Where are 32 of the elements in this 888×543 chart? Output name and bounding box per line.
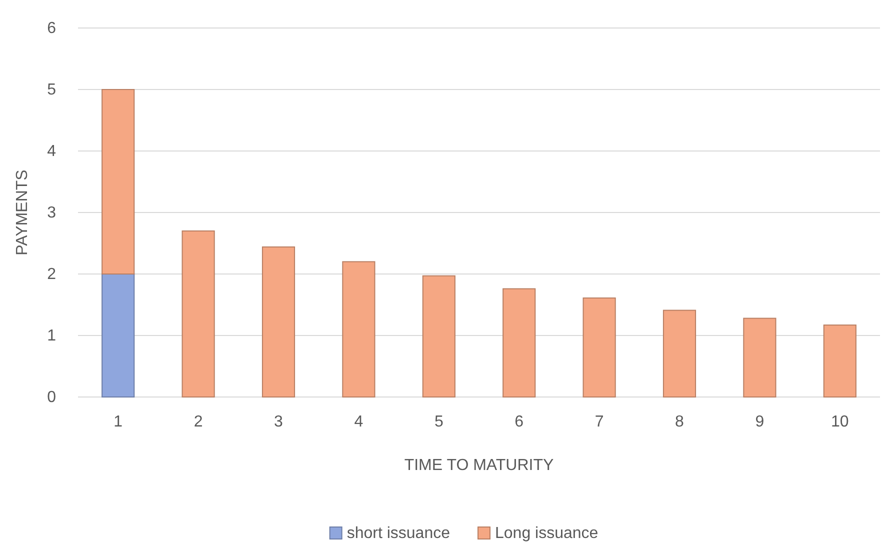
x-tick-label: 2 <box>194 413 203 430</box>
x-tick-label: 5 <box>434 413 444 430</box>
y-tick-label: 4 <box>47 143 56 160</box>
bar <box>102 89 135 274</box>
x-tick-label: 8 <box>675 413 684 430</box>
y-axis-title: PAYMENTS <box>14 170 31 256</box>
bar <box>182 230 215 398</box>
y-tick-label: 6 <box>47 20 56 38</box>
x-axis-title: TIME TO MATURITY <box>404 457 554 474</box>
bar <box>102 274 135 398</box>
y-tick-label: 3 <box>47 204 56 222</box>
bar <box>502 288 536 398</box>
x-tick-label: 7 <box>594 413 604 430</box>
x-tick-label: 6 <box>514 413 524 430</box>
bar <box>342 261 376 398</box>
y-tick-label: 0 <box>47 389 56 406</box>
bar <box>422 275 456 398</box>
y-tick-label: 1 <box>47 328 56 345</box>
bar <box>823 324 856 398</box>
bar <box>662 310 696 398</box>
x-tick-label: 4 <box>354 413 364 430</box>
x-tick-label: 10 <box>831 413 849 430</box>
legend-label: short issuance <box>346 525 450 542</box>
bar <box>262 246 296 398</box>
bar <box>582 297 616 398</box>
bar <box>743 318 776 398</box>
x-tick-label: 9 <box>755 413 764 430</box>
y-tick-label: 5 <box>47 82 56 99</box>
x-tick-label: 3 <box>274 413 284 430</box>
legend-label: Long issuance <box>494 525 598 542</box>
y-tick-label: 2 <box>47 266 56 284</box>
x-tick-label: 1 <box>114 413 123 430</box>
